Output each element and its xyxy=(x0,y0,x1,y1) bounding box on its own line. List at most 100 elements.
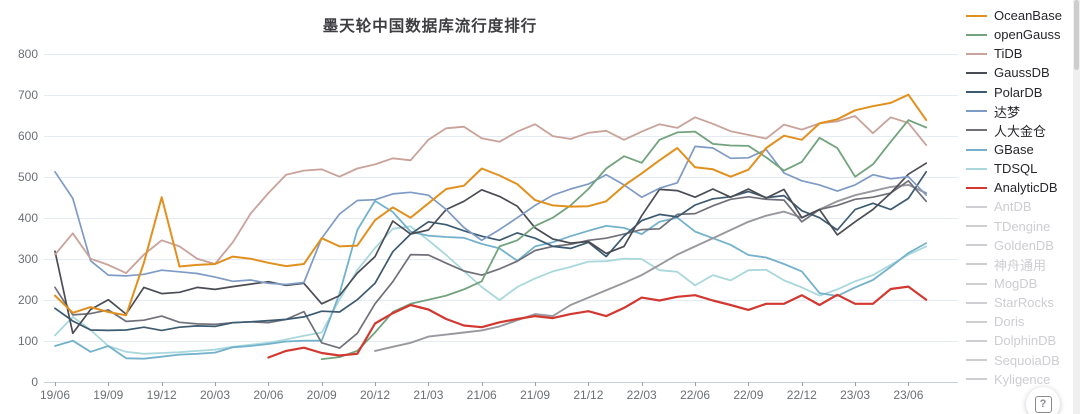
x-tick-label: 23/06 xyxy=(893,388,924,402)
legend-line-swatch xyxy=(966,186,987,189)
x-tick-mark xyxy=(108,382,110,386)
x-tick-label: 21/12 xyxy=(573,388,604,402)
gridline xyxy=(44,135,958,137)
scrollbar-thumb[interactable] xyxy=(1074,0,1079,70)
y-tick-label: 100 xyxy=(17,333,38,348)
x-tick-label: 19/06 xyxy=(39,388,71,402)
gridline xyxy=(44,299,958,301)
legend-label: TDengine xyxy=(994,218,1051,234)
legend-line-swatch xyxy=(966,33,987,36)
legend-item-OceanBase[interactable]: OceanBase xyxy=(966,6,1076,25)
legend-line-swatch xyxy=(966,205,987,208)
legend-item-TDengine[interactable]: TDengine xyxy=(966,217,1076,236)
x-tick-mark xyxy=(641,382,643,386)
legend-item-TiDB[interactable]: TiDB xyxy=(966,44,1076,63)
legend-line-swatch xyxy=(966,378,987,381)
legend-line-swatch xyxy=(966,167,987,170)
legend-item-openGauss[interactable]: openGauss xyxy=(966,25,1076,44)
series-line-AnalyticDB xyxy=(267,285,928,359)
x-tick-label: 20/03 xyxy=(199,388,231,402)
legend-label: GaussDB xyxy=(994,65,1050,81)
x-axis-line xyxy=(44,381,958,383)
legend-line-swatch xyxy=(966,263,987,266)
legend-item-达梦[interactable]: 达梦 xyxy=(966,102,1076,121)
x-tick-label: 19/09 xyxy=(93,388,124,402)
series-line-unlabeled-gray xyxy=(374,183,928,352)
question-icon: ? xyxy=(1034,395,1052,413)
y-tick-label: 600 xyxy=(17,128,38,143)
legend-line-swatch xyxy=(966,91,987,94)
legend-item-MogDB[interactable]: MogDB xyxy=(966,274,1076,293)
x-tick-label: 22/06 xyxy=(680,388,711,402)
legend-item-DolphinDB[interactable]: DolphinDB xyxy=(966,331,1076,350)
gridline xyxy=(44,217,958,219)
x-tick-mark xyxy=(55,382,56,386)
x-tick-mark xyxy=(695,382,697,386)
legend-item-GoldenDB[interactable]: GoldenDB xyxy=(966,236,1076,255)
legend-line-swatch xyxy=(966,339,987,342)
legend-line-swatch xyxy=(966,282,987,285)
y-tick-label: 500 xyxy=(17,169,38,184)
x-tick-label: 22/03 xyxy=(626,388,657,402)
legend-item-Kyligence[interactable]: Kyligence xyxy=(966,370,1076,389)
x-tick-mark xyxy=(908,382,910,386)
legend-line-swatch xyxy=(966,110,987,113)
legend-item-AnalyticDB[interactable]: AnalyticDB xyxy=(966,178,1076,197)
scrollbar-track[interactable] xyxy=(1073,0,1080,414)
y-tick-label: 0 xyxy=(31,374,38,389)
series-line-openGauss xyxy=(320,119,928,361)
x-tick-label: 20/06 xyxy=(253,388,284,402)
x-tick-mark xyxy=(588,382,590,386)
series-line-GaussDB xyxy=(54,162,928,335)
legend-label: MogDB xyxy=(994,276,1038,292)
legend-item-TDSQL[interactable]: TDSQL xyxy=(966,159,1076,178)
legend-item-StarRocks[interactable]: StarRocks xyxy=(966,293,1076,312)
chart-title: 墨天轮中国数据库流行度排行 xyxy=(322,18,538,35)
legend-line-swatch xyxy=(966,14,987,17)
y-tick-label: 700 xyxy=(17,87,38,102)
legend-label: DolphinDB xyxy=(994,333,1057,349)
x-tick-label: 21/09 xyxy=(520,388,551,402)
legend-item-GBase[interactable]: GBase xyxy=(966,140,1076,159)
x-tick-mark xyxy=(215,382,216,386)
legend-line-swatch xyxy=(966,52,987,55)
legend-label: TiDB xyxy=(994,46,1023,62)
x-tick-label: 23/03 xyxy=(840,388,871,402)
legend-label: 达梦 xyxy=(994,104,1021,120)
gridline xyxy=(44,258,958,260)
x-tick-mark xyxy=(481,382,483,386)
legend-item-神舟通用[interactable]: 神舟通用 xyxy=(966,255,1076,274)
legend-item-GaussDB[interactable]: GaussDB xyxy=(966,63,1076,82)
help-button[interactable]: ? xyxy=(1026,387,1060,414)
legend-line-swatch xyxy=(966,129,987,132)
legend-label: openGauss xyxy=(994,27,1061,43)
legend-item-Doris[interactable]: Doris xyxy=(966,312,1076,331)
x-tick-mark xyxy=(535,382,537,386)
legend-item-SequoiaDB[interactable]: SequoiaDB xyxy=(966,351,1076,370)
legend-item-PolarDB[interactable]: PolarDB xyxy=(966,83,1076,102)
x-tick-mark xyxy=(161,382,163,386)
series-line-TiDB xyxy=(54,115,928,275)
legend-label: AnalyticDB xyxy=(994,180,1058,196)
legend-item-AntDB[interactable]: AntDB xyxy=(966,197,1076,216)
legend-line-swatch xyxy=(966,148,987,151)
legend-item-人大金仓[interactable]: 人大金仓 xyxy=(966,121,1076,140)
series-line-TDSQL xyxy=(54,225,928,355)
gridline xyxy=(44,53,958,55)
legend-label: PolarDB xyxy=(994,84,1043,100)
legend-label: SequoiaDB xyxy=(994,352,1060,368)
legend-line-swatch xyxy=(966,71,987,74)
legend-line-swatch xyxy=(966,320,987,323)
series-line-PolarDB xyxy=(54,170,928,332)
legend-label: GBase xyxy=(994,142,1034,158)
legend-label: Doris xyxy=(994,314,1025,330)
y-tick-label: 300 xyxy=(17,251,38,266)
legend-label: OceanBase xyxy=(994,8,1062,24)
x-tick-label: 22/09 xyxy=(733,388,764,402)
x-tick-mark xyxy=(268,382,270,386)
x-tick-mark xyxy=(321,382,323,386)
x-tick-label: 20/12 xyxy=(359,388,391,402)
legend-label: StarRocks xyxy=(994,295,1054,311)
